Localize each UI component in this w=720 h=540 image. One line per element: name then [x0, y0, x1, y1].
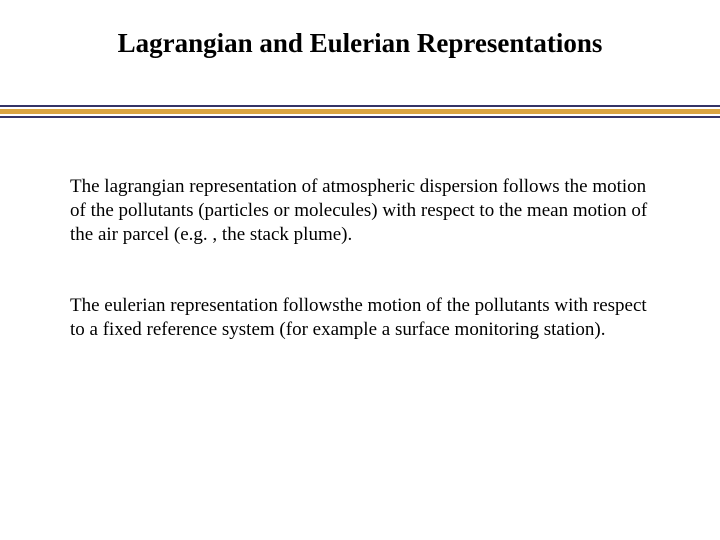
divider [0, 105, 720, 118]
paragraph-1: The lagrangian representation of atmosph… [70, 175, 655, 246]
divider-line-bot [0, 116, 720, 118]
slide-body: The lagrangian representation of atmosph… [70, 175, 655, 390]
slide-title: Lagrangian and Eulerian Representations [0, 28, 720, 59]
slide: Lagrangian and Eulerian Representations … [0, 0, 720, 540]
divider-line-top [0, 105, 720, 107]
divider-line-mid [0, 109, 720, 114]
paragraph-2: The eulerian representation followsthe m… [70, 294, 655, 342]
